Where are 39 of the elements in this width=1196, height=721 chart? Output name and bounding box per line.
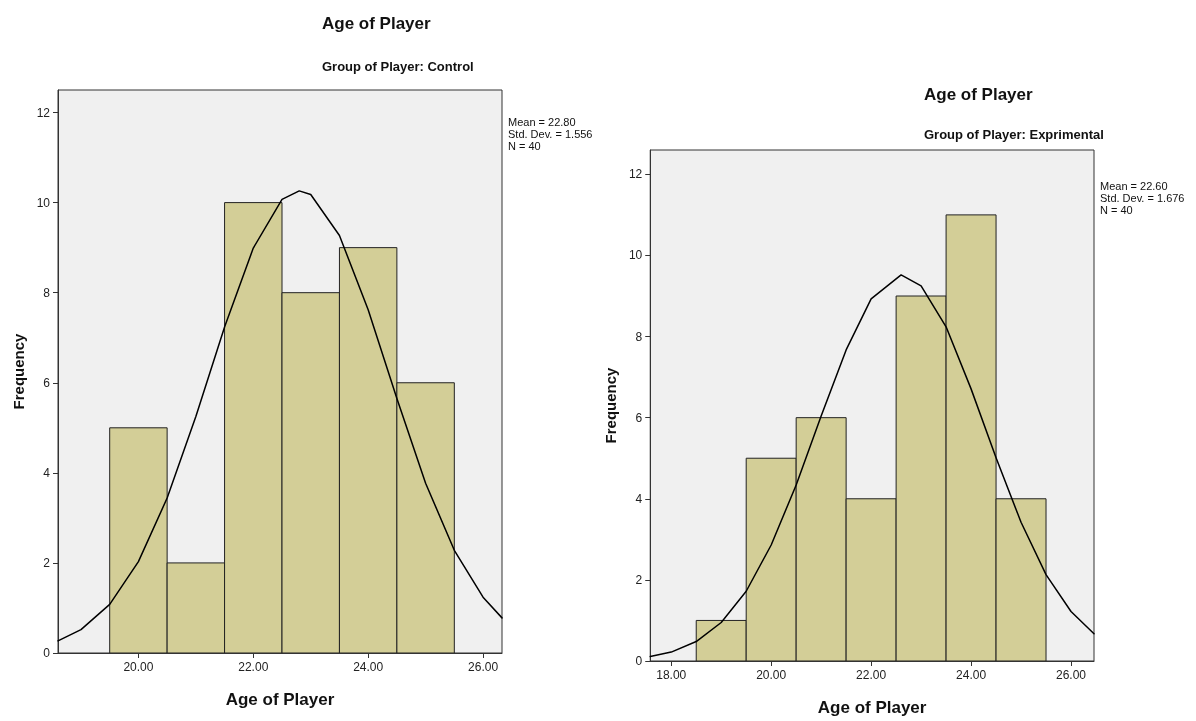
y-tick-label: 6 xyxy=(635,410,643,425)
y-tick-label: 2 xyxy=(43,555,51,570)
x-axis-title: Age of Player xyxy=(225,690,335,709)
x-tick-label: 26.00 xyxy=(468,660,499,674)
y-tick-label: 10 xyxy=(36,195,51,210)
y-tick-label: 0 xyxy=(635,654,643,668)
y-tick-label: 10 xyxy=(628,248,643,263)
chart-title: Age of Player xyxy=(924,85,1034,104)
x-tick-label: 24.00 xyxy=(956,668,987,682)
y-tick-label: 0 xyxy=(43,646,51,660)
text: N = 40 xyxy=(1100,203,1133,216)
y-axis-title: Frequency xyxy=(602,366,619,444)
x-tick-label: 20.00 xyxy=(756,668,787,682)
y-tick-label: 8 xyxy=(635,329,643,344)
y-axis-title: Frequency xyxy=(9,332,27,410)
y-tick-label: 2 xyxy=(635,572,643,587)
x-tick-label: 22.00 xyxy=(238,660,269,674)
x-axis-title: Age of Player xyxy=(817,698,927,717)
text: Mean = 22.60 xyxy=(1100,179,1168,192)
chart-subtitle: Group of Player: Exprimental xyxy=(924,127,1104,142)
x-tick-label: 22.00 xyxy=(856,668,887,682)
text: Mean = 22.80 xyxy=(508,115,576,128)
y-tick-label: 4 xyxy=(635,491,643,506)
y-tick-label: 4 xyxy=(43,465,51,480)
y-tick-label: 8 xyxy=(43,285,51,300)
x-tick-label: 26.00 xyxy=(1056,668,1087,682)
chart-title: Age of Player xyxy=(322,14,432,33)
x-tick-label: 18.00 xyxy=(656,668,687,682)
chart-subtitle: Group of Player: Control xyxy=(322,59,474,74)
text: Std. Dev. = 1.676 xyxy=(1100,191,1185,204)
text: N = 40 xyxy=(508,139,541,152)
y-tick-label: 12 xyxy=(36,105,51,120)
line-series xyxy=(57,190,503,642)
y-tick-label: 12 xyxy=(628,167,643,182)
line-series xyxy=(649,274,1095,658)
x-tick-label: 20.00 xyxy=(123,660,154,674)
y-tick-label: 6 xyxy=(43,375,51,390)
text: Std. Dev. = 1.556 xyxy=(508,127,593,140)
x-tick-label: 24.00 xyxy=(353,660,384,674)
